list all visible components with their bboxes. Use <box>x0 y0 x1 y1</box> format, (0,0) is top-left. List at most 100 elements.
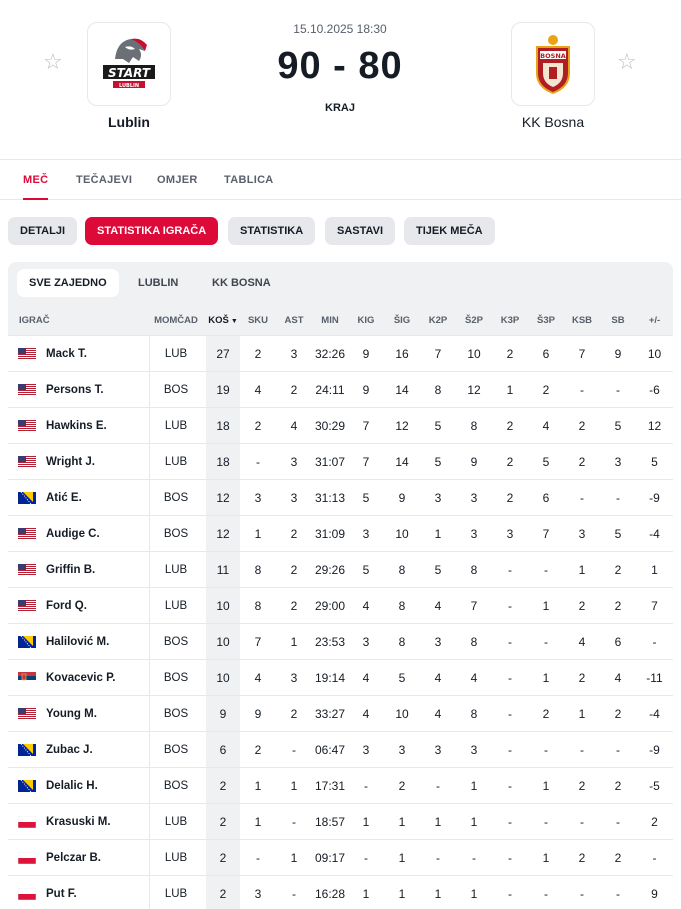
player-name[interactable]: Halilović M. <box>46 636 110 648</box>
stat-plus-minus: -4 <box>649 707 660 721</box>
subtab-sastavi[interactable]: SASTAVI <box>325 217 396 245</box>
stat-sig: 10 <box>395 707 409 721</box>
stat-min: 31:13 <box>314 491 346 505</box>
stat-sig: 1 <box>398 815 406 829</box>
player-name[interactable]: Hawkins E. <box>46 420 107 432</box>
player-row[interactable]: Audige C. BOS 12 1 2 31:09 3 10 1 3 3 7 3 5 -4 <box>8 515 673 552</box>
player-row[interactable]: Delalic H. BOS 2 1 1 17:31 - 2 - 1 - 1 2 2 -5 <box>8 767 673 804</box>
col-sb[interactable]: SB <box>611 315 625 326</box>
player-row[interactable]: Persons T. BOS 19 4 2 24:11 9 14 8 12 1 2- - -6 <box>8 371 673 408</box>
subtab-statistika-igraca[interactable]: STATISTIKA IGRAČA <box>85 217 219 245</box>
player-name[interactable]: Ford Q. <box>46 600 87 612</box>
stat-s3p: 4 <box>542 419 550 433</box>
player-row[interactable]: Wright J. LUB 18 - 3 31:07 7 14 5 9 2 5 2 3 5 <box>8 443 673 480</box>
player-row[interactable]: Atić E. BOS 12 3 3 31:13 5 9 3 3 2 6 - - -9 <box>8 479 673 516</box>
col-ast[interactable]: AST <box>284 315 304 326</box>
col-kig[interactable]: KIG <box>357 315 375 326</box>
stat-sig: 8 <box>398 563 406 577</box>
col-igrac[interactable]: IGRAČ <box>19 315 50 326</box>
col-sku[interactable]: SKU <box>247 315 269 326</box>
col-plus-minus[interactable]: +/- <box>648 315 661 326</box>
col-s2p[interactable]: Š2P <box>465 315 483 326</box>
stat-sig: 10 <box>395 527 409 541</box>
favorite-home-star-icon[interactable]: ☆ <box>43 49 63 74</box>
player-row[interactable]: Kovacevic P. BOS 10 4 3 19:14 4 5 4 4 - 1 2 4 -11 <box>8 659 673 696</box>
home-logo-subtext: LUBLIN <box>119 83 139 89</box>
col-k2p[interactable]: K2P <box>428 315 448 326</box>
stat-ksb: 2 <box>578 779 586 793</box>
player-name[interactable]: Kovacevic P. <box>46 672 116 684</box>
stat-s3p: - <box>544 815 548 829</box>
player-name[interactable]: Zubac J. <box>46 744 93 756</box>
stat-k2p: 4 <box>434 707 442 721</box>
player-row[interactable]: Ford Q. LUB 10 8 2 29:00 4 8 4 7 - 1 2 2 7 <box>8 587 673 624</box>
stat-k3p: - <box>508 851 512 865</box>
stat-s2p: 3 <box>470 527 478 541</box>
stat-ksb: 1 <box>578 707 586 721</box>
player-team: BOS <box>163 744 189 756</box>
points-column-highlight <box>206 876 240 909</box>
stat-kos: 10 <box>216 671 230 685</box>
tab-tecajevi[interactable]: TEČAJEVI <box>76 174 133 186</box>
col-k3p[interactable]: K3P <box>500 315 520 326</box>
favorite-away-star-icon[interactable]: ☆ <box>617 49 637 74</box>
filter-lublin[interactable]: LUBLIN <box>138 277 179 289</box>
main-tabs: MEČ TEČAJEVI OMJER TABLICA <box>0 160 681 200</box>
stat-min: 33:27 <box>314 707 346 721</box>
stat-k3p: - <box>508 599 512 613</box>
player-name[interactable]: Persons T. <box>46 384 104 396</box>
col-ksb[interactable]: KSB <box>571 315 593 326</box>
player-name[interactable]: Delalic H. <box>46 780 98 792</box>
tab-tablica[interactable]: TABLICA <box>224 174 274 186</box>
home-team-name: Lublin <box>108 114 150 130</box>
stat-k3p: - <box>508 743 512 757</box>
player-name[interactable]: Krasuski M. <box>46 816 111 828</box>
stat-s3p: 2 <box>542 383 550 397</box>
column-divider <box>149 876 150 909</box>
player-team: BOS <box>163 528 189 540</box>
col-min[interactable]: MIN <box>321 315 339 326</box>
player-name[interactable]: Griffin B. <box>46 564 96 576</box>
home-team[interactable]: START LUBLIN Lublin <box>74 22 184 130</box>
player-row[interactable]: Put F. LUB 2 3 - 16:28 1 1 1 1 - - - - 9 <box>8 875 673 909</box>
player-name[interactable]: Audige C. <box>46 528 100 540</box>
player-row[interactable]: Mack T. LUB 27 2 3 32:26 9 16 7 10 2 6 7 9 10 <box>8 335 673 372</box>
player-name[interactable]: Young M. <box>46 708 97 720</box>
stat-s2p: 7 <box>470 599 478 613</box>
col-momcad[interactable]: MOMČAD <box>154 315 198 326</box>
col-sig[interactable]: ŠIG <box>393 315 411 326</box>
stat-s3p: - <box>544 635 548 649</box>
us-flag-icon <box>18 600 36 612</box>
subtab-statistika[interactable]: STATISTIKA <box>228 217 316 245</box>
subtab-detalji[interactable]: DETALJI <box>8 217 78 245</box>
filter-sve-zajedno[interactable]: SVE ZAJEDNO <box>17 269 119 297</box>
away-team[interactable]: BOSNA KK Bosna <box>498 22 608 130</box>
player-row[interactable]: Krasuski M. LUB 2 1 - 18:57 1 1 1 1 - - - - 2 <box>8 803 673 840</box>
stat-s3p: 1 <box>542 779 550 793</box>
player-name[interactable]: Mack T. <box>46 348 87 360</box>
player-name[interactable]: Wright J. <box>46 456 95 468</box>
col-kos[interactable]: KOŠ ▼ <box>206 307 240 335</box>
player-row[interactable]: Pelczar B. LUB 2 - 1 09:17 - 1 - - - 1 2 2 - <box>8 839 673 876</box>
col-s3p[interactable]: Š3P <box>537 315 555 326</box>
tab-mec[interactable]: MEČ <box>23 174 49 200</box>
player-team: LUB <box>164 456 188 468</box>
player-row[interactable]: Hawkins E. LUB 18 2 4 30:29 7 12 5 8 2 4 2 5 12 <box>8 407 673 444</box>
stat-s2p: 4 <box>470 671 478 685</box>
player-name[interactable]: Pelczar B. <box>46 852 101 864</box>
player-row[interactable]: Griffin B. LUB 11 8 2 29:26 5 8 5 8 - - 1 2 1 <box>8 551 673 588</box>
player-name[interactable]: Atić E. <box>46 492 82 504</box>
tab-omjer[interactable]: OMJER <box>157 174 198 186</box>
player-row[interactable]: Young M. BOS 9 9 2 33:27 4 10 4 8 - 2 1 2 -4 <box>8 695 673 732</box>
stat-ast: 2 <box>290 599 298 613</box>
stat-k3p: - <box>508 671 512 685</box>
pl-flag-icon <box>18 888 36 900</box>
player-team: BOS <box>163 708 189 720</box>
subtab-tijek-meca[interactable]: TIJEK MEČA <box>404 217 495 245</box>
player-row[interactable]: Halilović M. BOS 10 7 1 23:53 3 8 3 8 - - 4 6 - <box>8 623 673 660</box>
player-name[interactable]: Put F. <box>46 888 77 900</box>
stat-sig: 5 <box>398 671 406 685</box>
filter-kk-bosna[interactable]: KK BOSNA <box>212 277 271 289</box>
points-column-highlight <box>206 732 240 768</box>
player-row[interactable]: Zubac J. BOS 6 2 - 06:47 3 3 3 3 - - - - -9 <box>8 731 673 768</box>
